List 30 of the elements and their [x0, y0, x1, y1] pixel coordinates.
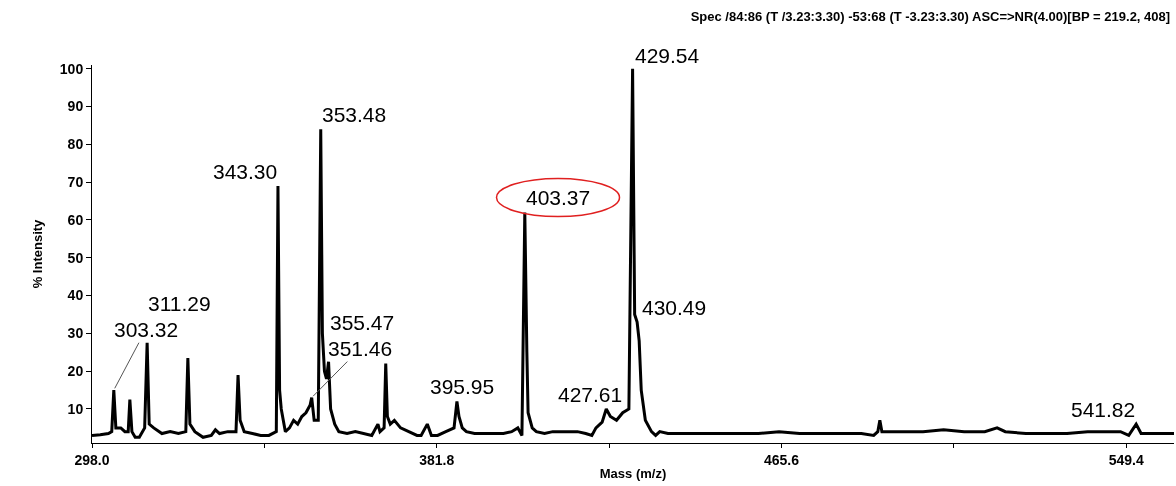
annotation: 429.54 [635, 44, 700, 67]
x-tick-label: 298.0 [74, 451, 110, 468]
x-tick-label: 549.4 [1108, 451, 1144, 468]
y-axis-title: % Intensity [29, 218, 45, 289]
annotation: 351.46 [328, 337, 393, 360]
y-tick-label: 50 [67, 249, 84, 266]
annotation: 403.37 [526, 186, 591, 209]
y-tick-label: 100 [59, 60, 84, 77]
annotation: 355.47 [330, 311, 395, 334]
y-tick-label: 40 [67, 287, 84, 304]
annotation: 395.95 [430, 375, 495, 398]
x-tick-label: 381.8 [419, 451, 455, 468]
annotation: 353.48 [322, 103, 387, 126]
y-tick-label: 90 [67, 98, 84, 115]
chart-title: Spec /84:86 (T /3.23:3.30) -53:68 (T -3.23:3.30) ASC=>NR(4.00)[BP = 219.2, 408] [690, 9, 1171, 25]
annotation: 303.32 [114, 318, 179, 341]
x-tick-label: 465.6 [764, 451, 800, 468]
y-tick-label: 70 [67, 174, 84, 191]
y-tick-label: 10 [67, 400, 84, 417]
annotation: 541.82 [1071, 398, 1136, 421]
annotation: 311.29 [148, 292, 211, 315]
annotation: 343.30 [213, 160, 278, 183]
annotation: 427.61 [558, 383, 623, 406]
annotation: 430.49 [642, 296, 707, 319]
y-tick-label: 20 [67, 363, 84, 380]
y-tick-label: 60 [67, 211, 84, 228]
line-series [92, 67, 1174, 439]
y-tick-label: 30 [67, 325, 84, 342]
x-axis-title: Mass (m/z) [599, 466, 667, 482]
y-tick-label: 80 [67, 136, 84, 153]
